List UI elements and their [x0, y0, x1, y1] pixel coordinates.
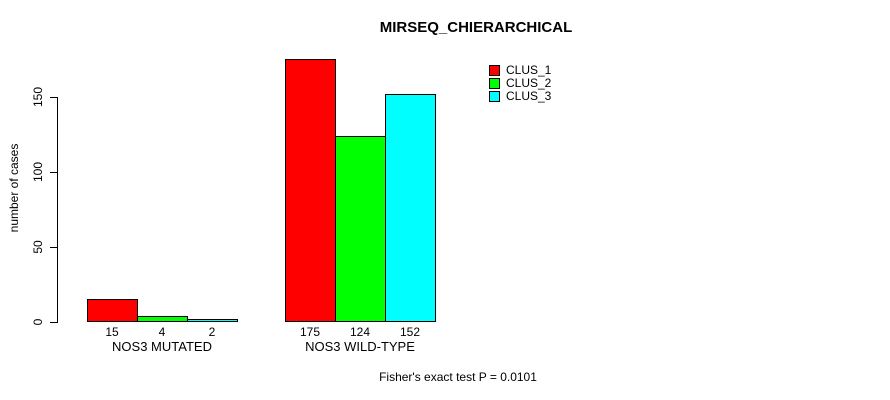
bar-clus-3-nos3-wild-type	[385, 94, 436, 322]
y-tick-100	[50, 172, 57, 173]
y-tick-label-50: 50	[31, 240, 45, 254]
bar-clus-2-nos3-wild-type	[335, 136, 386, 322]
legend-swatch-clus-1	[489, 65, 500, 76]
bar-value-clus-3-nos3-mutated: 2	[208, 325, 216, 339]
bar-value-clus-1-nos3-wild-type: 175	[299, 325, 321, 339]
y-tick-50	[50, 247, 57, 248]
y-axis-line	[57, 97, 58, 323]
annotation-fishers-test: Fisher's exact test P = 0.0101	[379, 370, 537, 384]
bar-value-clus-2-nos3-wild-type: 124	[349, 325, 371, 339]
legend-swatch-clus-2	[489, 78, 500, 89]
legend-label-clus-1: CLUS_1	[506, 63, 552, 77]
bar-clus-1-nos3-wild-type	[285, 59, 336, 322]
chart-title: MIRSEQ_CHIERARCHICAL	[379, 19, 573, 36]
y-tick-150	[50, 97, 57, 98]
bar-clus-2-nos3-mutated	[137, 316, 188, 322]
legend-label-clus-2: CLUS_2	[506, 76, 552, 90]
legend-item-clus-2: CLUS_2	[489, 77, 551, 90]
y-tick-0	[50, 322, 57, 323]
legend-item-clus-3: CLUS_3	[489, 90, 551, 103]
y-tick-label-0: 0	[31, 318, 45, 326]
y-axis-label: number of cases	[7, 143, 21, 233]
bar-value-clus-2-nos3-mutated: 4	[158, 325, 166, 339]
legend-label-clus-3: CLUS_3	[506, 89, 552, 103]
legend: CLUS_1 CLUS_2 CLUS_3	[489, 64, 551, 103]
bar-clus-3-nos3-mutated	[187, 319, 238, 322]
bar-value-clus-3-nos3-wild-type: 152	[399, 325, 421, 339]
y-tick-label-150: 150	[31, 86, 45, 108]
legend-item-clus-1: CLUS_1	[489, 64, 551, 77]
y-tick-label-100: 100	[31, 161, 45, 183]
group-label-nos3-mutated: NOS3 MUTATED	[112, 339, 212, 354]
group-label-nos3-wild-type: NOS3 WILD-TYPE	[305, 339, 415, 354]
bar-value-clus-1-nos3-mutated: 15	[105, 325, 119, 339]
bar-clus-1-nos3-mutated	[87, 299, 138, 322]
legend-swatch-clus-3	[489, 91, 500, 102]
